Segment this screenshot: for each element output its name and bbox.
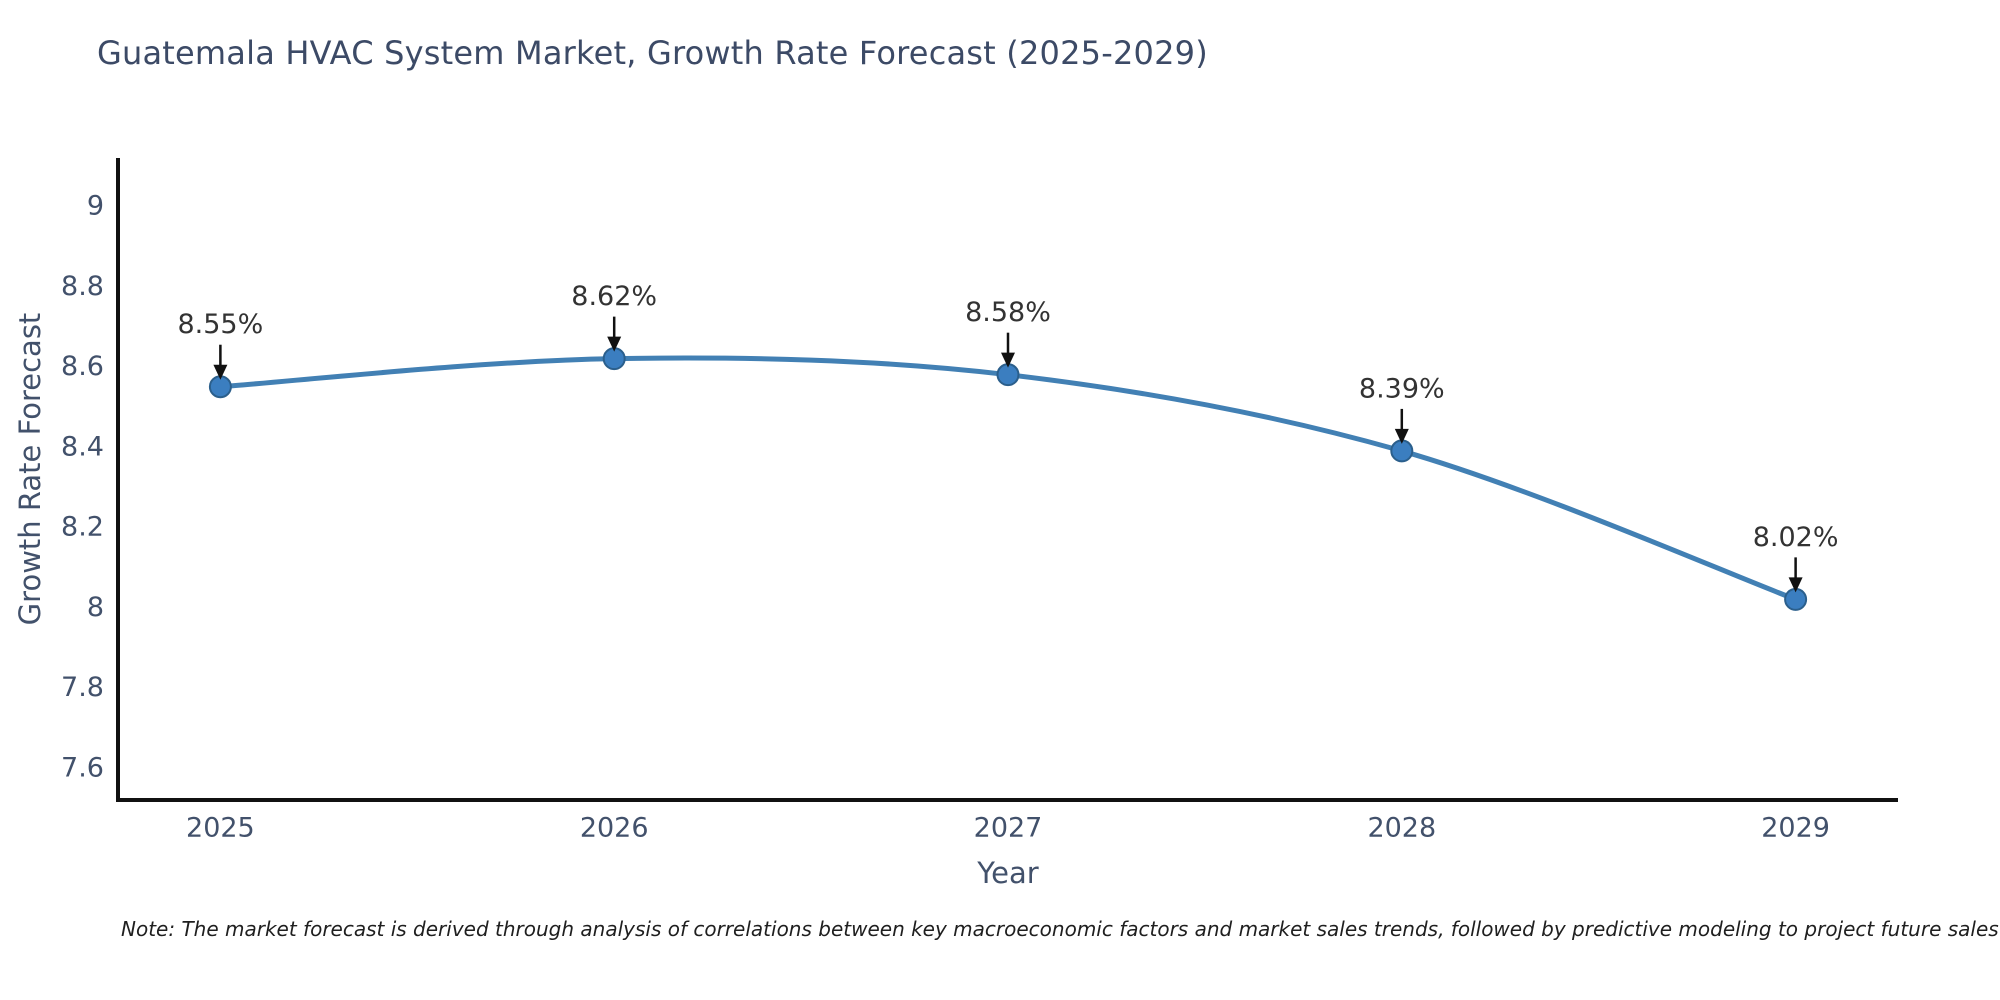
annotation-arrowhead-icon	[1001, 352, 1015, 368]
x-tick-label: 2026	[580, 813, 649, 844]
data-point-label: 8.58%	[965, 297, 1051, 328]
annotation-arrowhead-icon	[607, 336, 622, 352]
annotation-arrowhead-icon	[213, 364, 228, 380]
y-tick-label: 7.8	[61, 672, 104, 703]
data-point-label: 8.55%	[177, 309, 263, 340]
x-tick-label: 2027	[974, 813, 1043, 844]
y-tick-label: 8	[87, 592, 104, 623]
y-axis-title: Growth Rate Forecast	[13, 313, 47, 626]
chart-title: Guatemala HVAC System Market, Growth Rat…	[97, 34, 1208, 72]
data-point-label: 8.62%	[571, 281, 657, 312]
data-point-label: 8.39%	[1359, 373, 1445, 404]
y-tick-label: 8.4	[61, 431, 104, 462]
x-axis-title: Year	[976, 856, 1038, 890]
y-tick-label: 8.6	[61, 351, 104, 382]
y-tick-label: 8.8	[61, 271, 104, 302]
annotation-arrowhead-icon	[1788, 577, 1803, 593]
y-tick-label: 8.2	[61, 512, 104, 543]
y-tick-label: 9	[87, 191, 104, 222]
data-point-label: 8.02%	[1753, 522, 1839, 553]
x-tick-label: 2028	[1367, 813, 1436, 844]
forecast-line	[217, 355, 1799, 602]
x-tick-label: 2029	[1761, 813, 1830, 844]
footnote: Note: The market forecast is derived thr…	[121, 917, 1999, 941]
annotation-arrowhead-icon	[1394, 428, 1409, 444]
x-tick-label: 2025	[186, 813, 255, 844]
y-tick-label: 7.6	[61, 752, 104, 783]
